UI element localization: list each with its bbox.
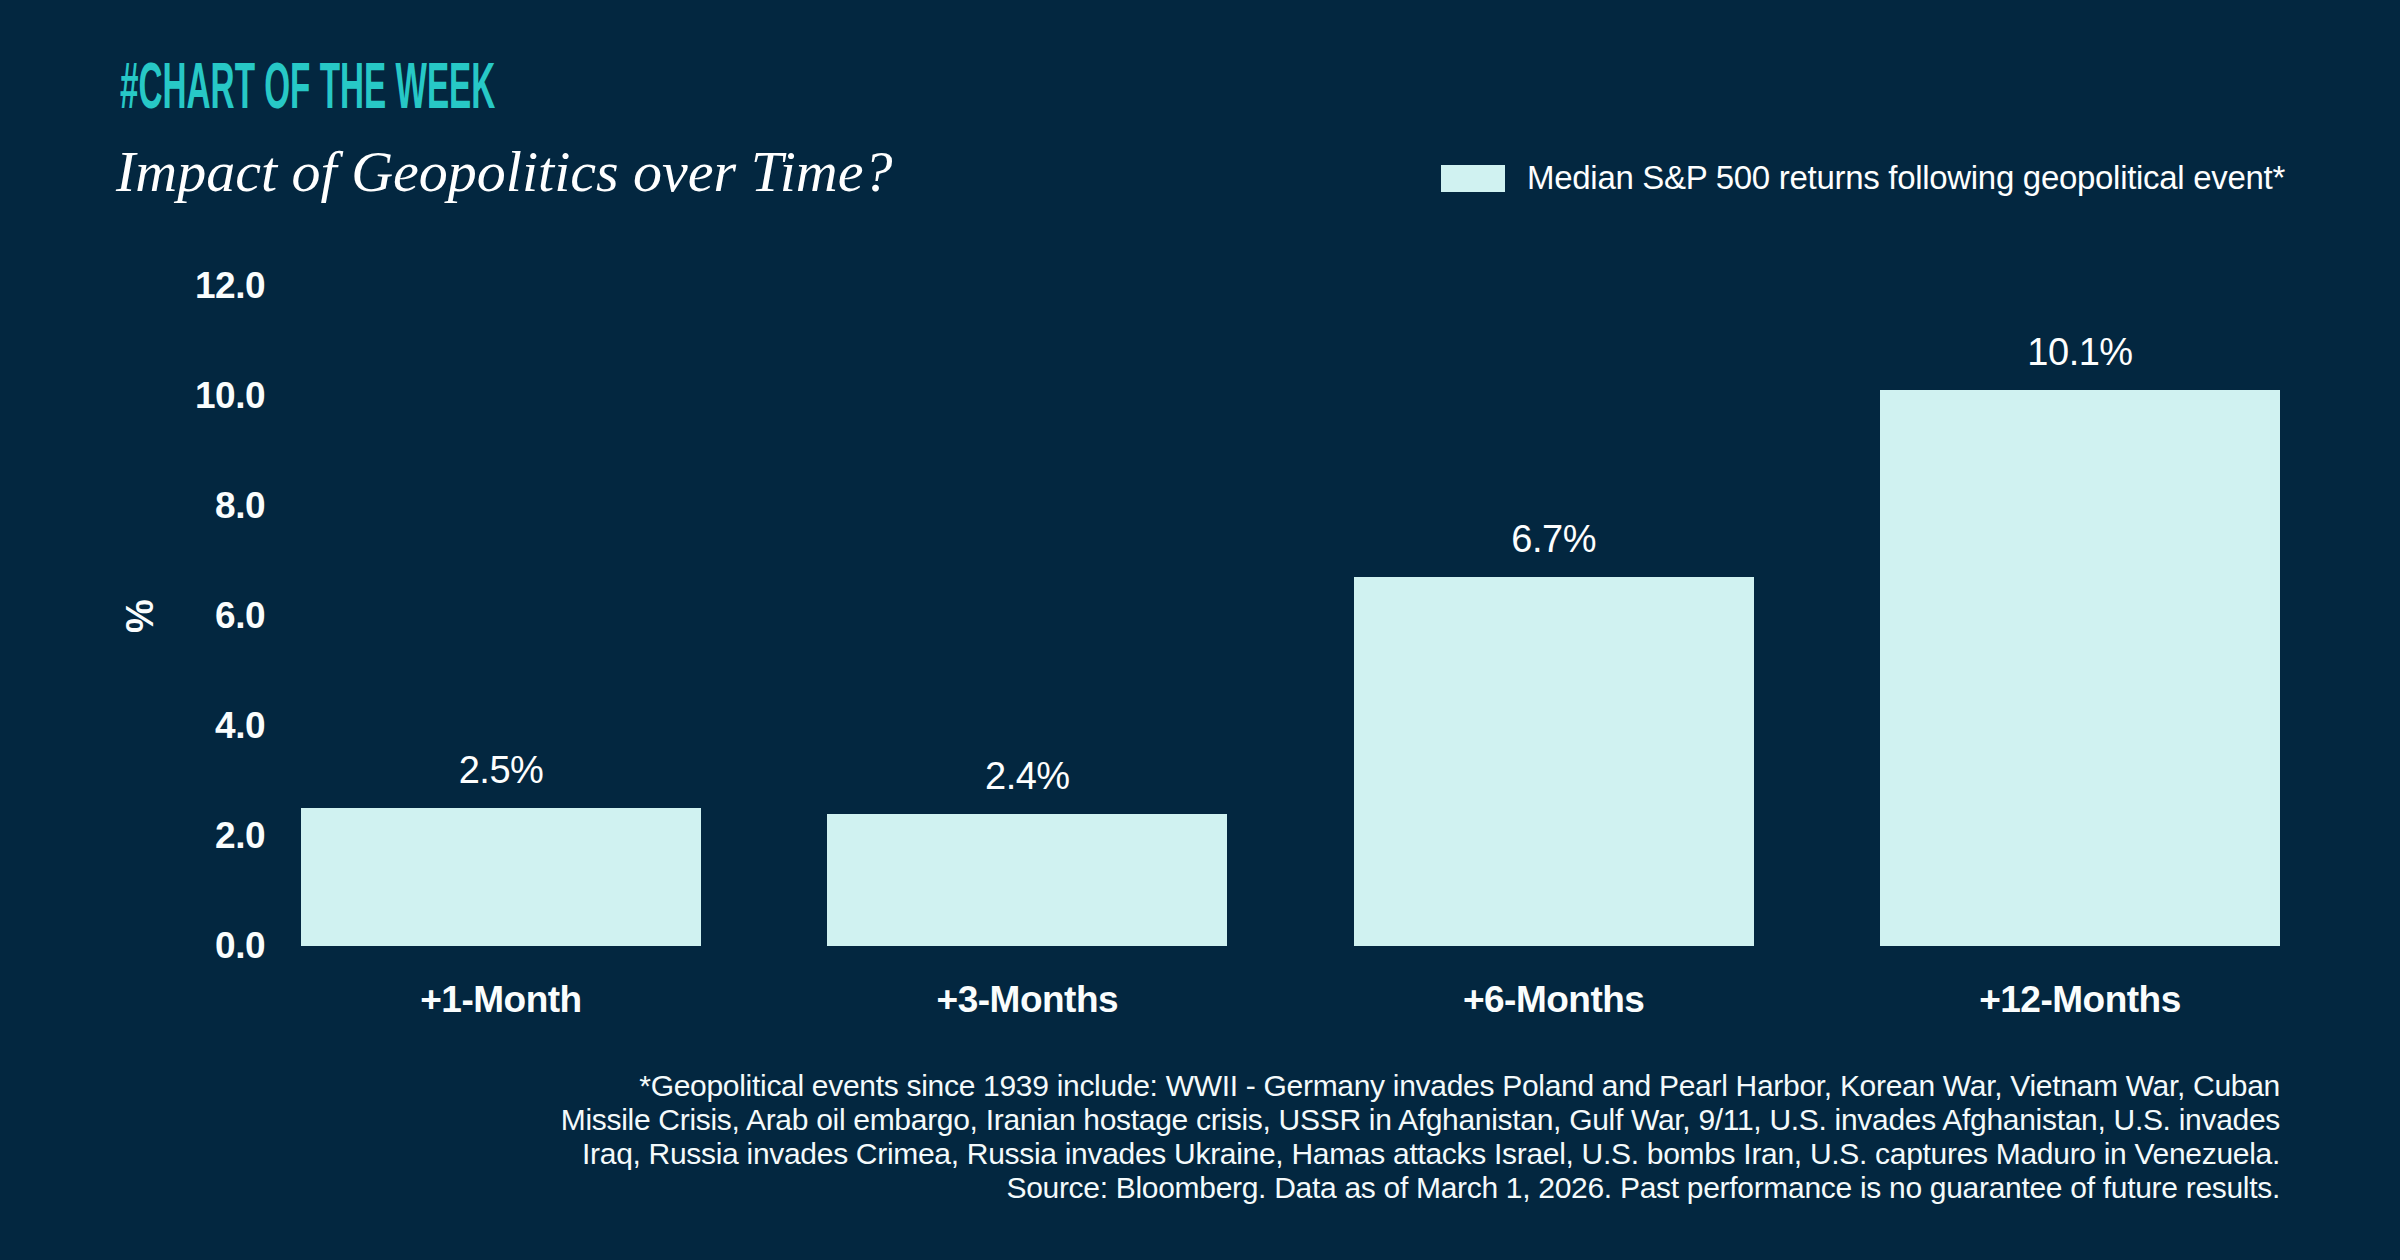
- footnote-line: Iraq, Russia invades Crimea, Russia inva…: [561, 1137, 2280, 1171]
- chart-of-the-week-page: #CHART OF THE WEEK Impact of Geopolitics…: [0, 0, 2400, 1260]
- y-axis-tick-label: 4.0: [115, 705, 265, 747]
- bar-column: 10.1%+12-Months: [1880, 286, 2280, 946]
- legend-label: Median S&P 500 returns following geopoli…: [1527, 159, 2285, 197]
- y-axis-title: %: [117, 588, 163, 644]
- footnote-line: Missile Crisis, Arab oil embargo, Irania…: [561, 1103, 2280, 1137]
- bar-column: 2.4%+3-Months: [827, 286, 1227, 946]
- bar: [301, 808, 701, 946]
- footnote-line: Source: Bloomberg. Data as of March 1, 2…: [561, 1171, 2280, 1205]
- y-axis-tick-label: 12.0: [115, 265, 265, 307]
- y-axis-tick-label: 10.0: [115, 375, 265, 417]
- bar-category-label: +1-Month: [301, 980, 701, 1020]
- footnote-line: *Geopolitical events since 1939 include:…: [561, 1069, 2280, 1103]
- bar-value-label: 2.4%: [827, 756, 1227, 796]
- y-axis-tick-label: 0.0: [115, 925, 265, 967]
- bar-category-label: +12-Months: [1880, 980, 2280, 1020]
- bar-value-label: 2.5%: [301, 750, 701, 790]
- bar: [1880, 390, 2280, 946]
- bar-value-label: 6.7%: [1354, 519, 1754, 559]
- legend-swatch-icon: [1441, 165, 1505, 192]
- bar-column: 2.5%+1-Month: [301, 286, 701, 946]
- legend: Median S&P 500 returns following geopoli…: [1441, 156, 2285, 200]
- y-axis-tick-label: 8.0: [115, 485, 265, 527]
- bar: [1354, 577, 1754, 946]
- bar-category-label: +6-Months: [1354, 980, 1754, 1020]
- bar-value-label: 10.1%: [1880, 332, 2280, 372]
- y-axis-tick-label: 2.0: [115, 815, 265, 857]
- footnote: *Geopolitical events since 1939 include:…: [561, 1069, 2280, 1205]
- bar-column: 6.7%+6-Months: [1354, 286, 1754, 946]
- bar-category-label: +3-Months: [827, 980, 1227, 1020]
- bar-plot-area: 2.5%+1-Month 2.4%+3-Months 6.7%+6-Months 10…: [301, 286, 2280, 946]
- bar: [827, 814, 1227, 946]
